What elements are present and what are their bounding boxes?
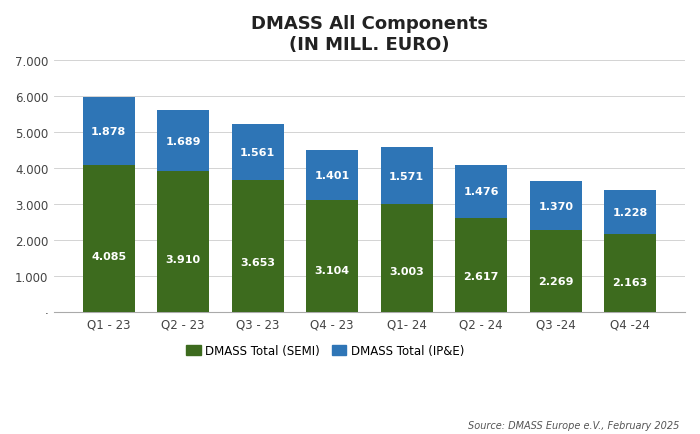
Bar: [83, 165, 135, 312]
Text: 3.910: 3.910: [166, 254, 201, 264]
Text: 1.689: 1.689: [165, 136, 201, 146]
Bar: [455, 218, 508, 312]
Bar: [232, 125, 284, 181]
Bar: [306, 201, 358, 312]
Bar: [530, 231, 582, 312]
Text: 2.163: 2.163: [612, 278, 648, 288]
Title: DMASS All Components
(IN MILL. EURO): DMASS All Components (IN MILL. EURO): [251, 15, 488, 54]
Bar: [306, 151, 358, 201]
Text: 1.401: 1.401: [314, 171, 350, 181]
Bar: [381, 204, 433, 312]
Text: 1.476: 1.476: [463, 187, 499, 197]
Bar: [232, 181, 284, 312]
Text: 3.653: 3.653: [240, 257, 275, 267]
Text: 2.617: 2.617: [463, 272, 499, 282]
Text: 1.878: 1.878: [91, 127, 126, 137]
Bar: [455, 165, 508, 218]
Bar: [604, 191, 657, 235]
Bar: [604, 235, 657, 312]
Legend: DMASS Total (SEMI), DMASS Total (IP&E): DMASS Total (SEMI), DMASS Total (IP&E): [182, 339, 469, 362]
Bar: [157, 111, 209, 172]
Text: 4.085: 4.085: [91, 252, 126, 262]
Text: 1.228: 1.228: [612, 207, 648, 217]
Bar: [381, 148, 433, 204]
Text: 3.003: 3.003: [389, 266, 424, 276]
Text: 1.561: 1.561: [240, 148, 275, 158]
Bar: [530, 181, 582, 231]
Bar: [157, 172, 209, 312]
Bar: [83, 98, 135, 165]
Text: Source: DMASS Europe e.V., February 2025: Source: DMASS Europe e.V., February 2025: [468, 420, 679, 430]
Text: 1.370: 1.370: [538, 201, 573, 211]
Text: 1.571: 1.571: [389, 171, 424, 181]
Text: 3.104: 3.104: [314, 265, 350, 275]
Text: 2.269: 2.269: [538, 276, 573, 286]
